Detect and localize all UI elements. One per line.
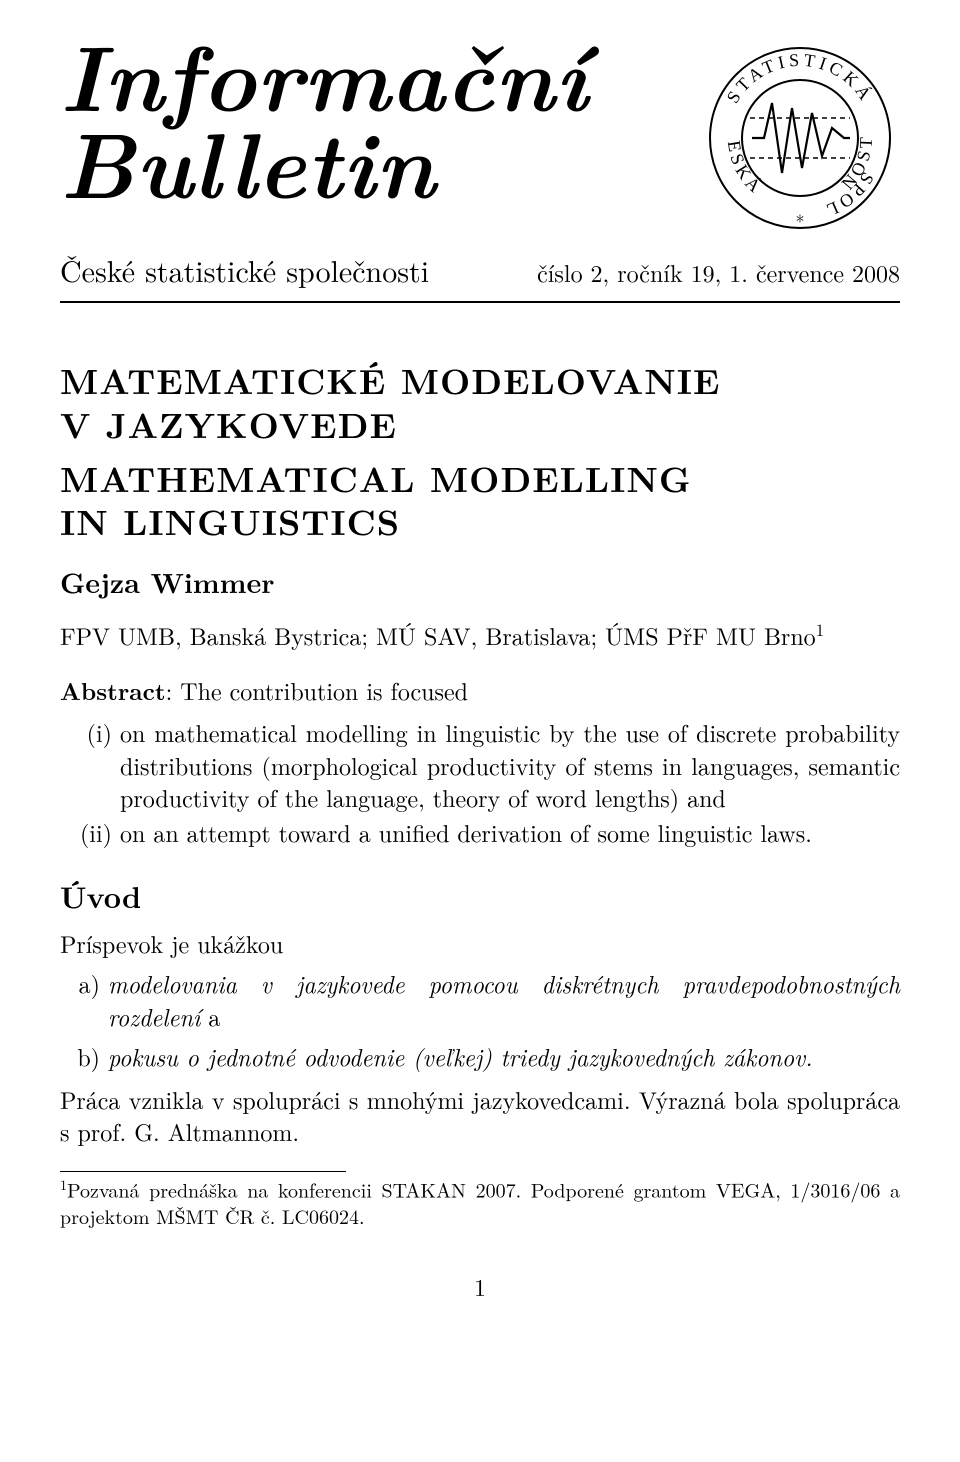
affiliation-text: FPV UMB, Banská Bystrica; MÚ SAV, Bratis… xyxy=(60,618,816,652)
title-en-line2: IN LINGUISTICS xyxy=(60,500,900,544)
abstract-lead-text: : The contribution is focused xyxy=(166,673,468,707)
section-heading: Úvod xyxy=(60,874,900,917)
article-title-en: MATHEMATICAL MODELLING IN LINGUISTICS xyxy=(60,457,900,545)
enum-label: a) xyxy=(60,967,108,1032)
footnote: 1Pozvaná prednáška na konferencii STAKAN… xyxy=(60,1176,900,1229)
footnote-text: Pozvaná prednáška na konferencii STAKAN … xyxy=(60,1175,900,1230)
subheader-row: České statistické společnosti číslo 2, r… xyxy=(60,248,900,303)
intro-item-italic: modelovania v jazykovede pomocou diskrét… xyxy=(108,966,900,1032)
intro-item: a) modelovania v jazykovede pomocou disk… xyxy=(60,967,900,1032)
footnote-separator xyxy=(60,1171,346,1172)
header-row: Informační Bulletin STATISTICKÁ ČESKÁ NO… xyxy=(60,30,900,238)
abstract-list: (i) on mathematical modelling in linguis… xyxy=(60,716,900,848)
article-title-cz: MATEMATICKÉ MODELOVANIE V JAZYKOVEDE xyxy=(60,359,900,447)
svg-text:ČESKÁ: ČESKÁ xyxy=(700,38,768,199)
society-logo: STATISTICKÁ ČESKÁ NOST SPOLEČ * xyxy=(700,38,900,238)
intro-item: b) pokusu o jednotné odvodenie (veľkej) … xyxy=(60,1040,900,1072)
intro-item-italic: pokusu o jednotné odvodenie (veľkej) tri… xyxy=(108,1039,813,1073)
title-en-line1: MATHEMATICAL MODELLING xyxy=(60,457,900,501)
intro-item-tail: a xyxy=(200,999,220,1033)
section-lead: Príspevok je ukážkou xyxy=(60,927,900,959)
svg-text:STATISTICKÁ: STATISTICKÁ xyxy=(723,50,879,107)
enum-body: pokusu o jednotné odvodenie (veľkej) tri… xyxy=(108,1040,900,1072)
abstract-item: (i) on mathematical modelling in linguis… xyxy=(60,716,900,813)
author-name: Gejza Wimmer xyxy=(60,562,900,602)
intro-list: a) modelovania v jazykovede pomocou disk… xyxy=(60,967,900,1072)
intro-paragraph: Práca vznikla v spolupráci s mnohými jaz… xyxy=(60,1083,900,1148)
abstract-lead: Abstract: The contribution is focused xyxy=(60,673,900,708)
page-number: 1 xyxy=(60,1269,900,1303)
abstract-label: Abstract xyxy=(60,674,166,708)
affiliation: FPV UMB, Banská Bystrica; MÚ SAV, Bratis… xyxy=(60,618,900,651)
footnote-marker: 1 xyxy=(60,1175,67,1195)
enum-body: on an attempt toward a unified derivatio… xyxy=(120,816,900,848)
title-cz-line1: MATEMATICKÉ MODELOVANIE xyxy=(60,359,900,403)
svg-text:*: * xyxy=(796,209,805,234)
enum-body: modelovania v jazykovede pomocou diskrét… xyxy=(108,967,900,1032)
affiliation-footnote-marker: 1 xyxy=(816,617,824,641)
society-name: České statistické společnosti xyxy=(60,248,429,291)
title-cz-line2: V JAZYKOVEDE xyxy=(60,403,900,447)
journal-masthead: Informační Bulletin xyxy=(60,30,588,205)
enum-label: (i) xyxy=(60,716,120,813)
enum-label: (ii) xyxy=(60,816,120,848)
issue-info: číslo 2, ročník 19, 1. července 2008 xyxy=(537,255,900,289)
enum-label: b) xyxy=(60,1040,108,1072)
enum-body: on mathematical modelling in linguistic … xyxy=(120,716,900,813)
abstract-item: (ii) on an attempt toward a unified deri… xyxy=(60,816,900,848)
